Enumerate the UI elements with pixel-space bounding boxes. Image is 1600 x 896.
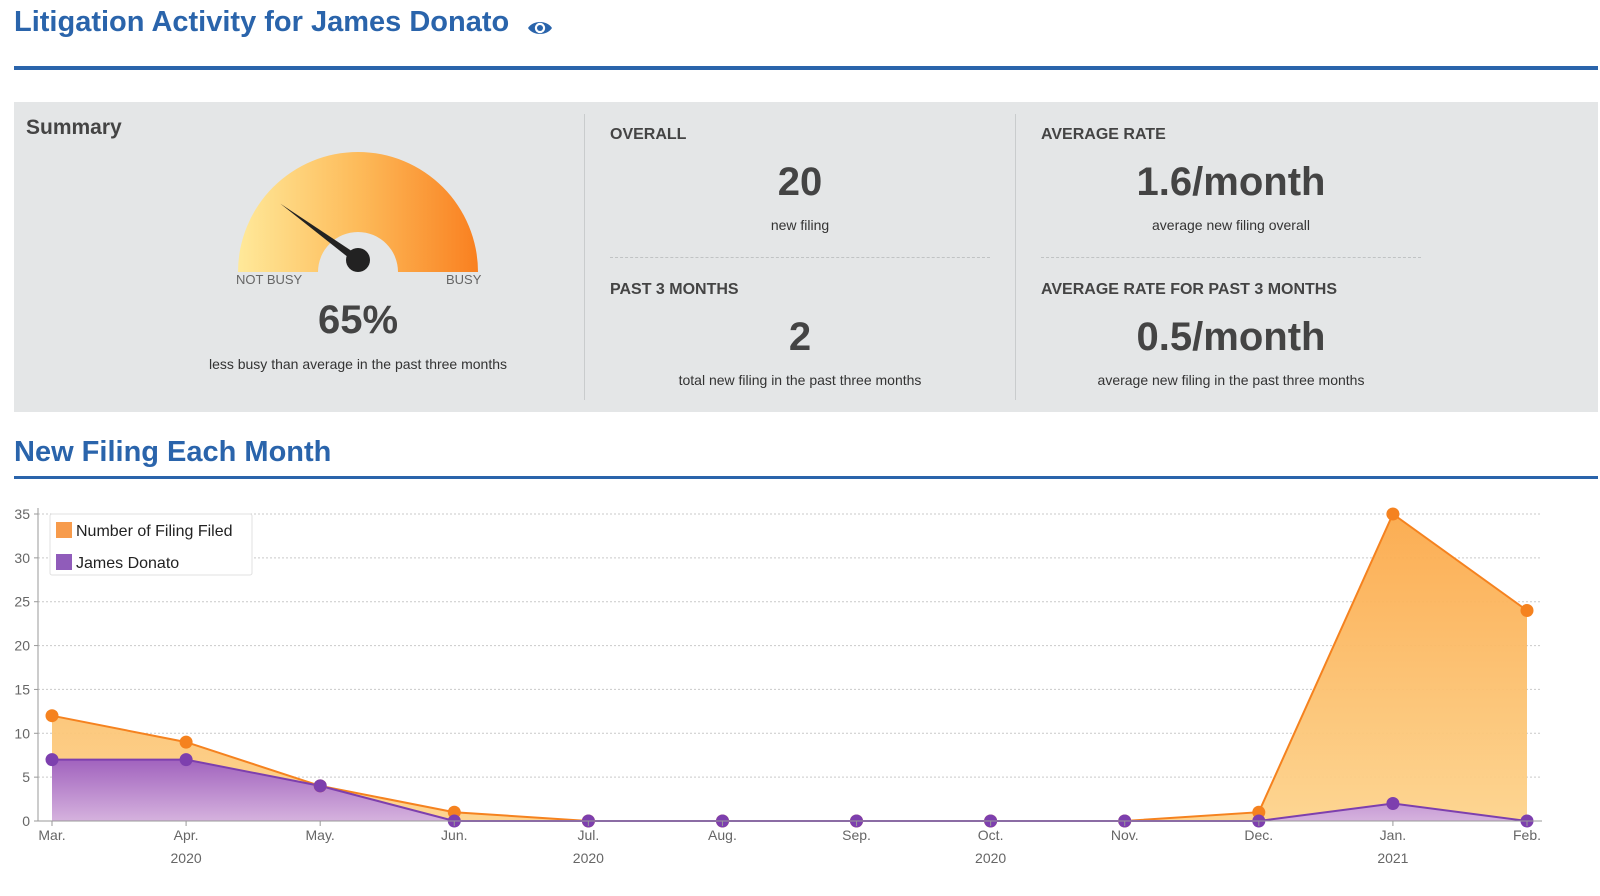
x-year-label: 2020 [573, 850, 604, 866]
gauge-min-label: NOT BUSY [236, 272, 303, 287]
series-area [52, 514, 1527, 821]
average-rate-description: average new filing overall [1152, 217, 1310, 233]
average-rate-label: AVERAGE RATE [1041, 126, 1166, 143]
y-tick-label: 25 [14, 594, 30, 610]
title-divider [14, 66, 1598, 70]
gauge-needle [280, 203, 361, 264]
average-rate-3-description: average new filing in the past three mon… [1097, 372, 1365, 388]
summary-divider [584, 114, 585, 400]
y-tick-label: 10 [14, 725, 30, 741]
page-title: Litigation Activity for James Donato [14, 6, 553, 39]
x-tick-label: Jan. [1380, 827, 1406, 843]
legend-label: James Donato [76, 555, 179, 572]
summary-panel: Summary NOT BUSY BUSY 65% less busy than… [14, 102, 1598, 412]
x-tick-label: Nov. [1111, 827, 1139, 843]
summary-heading: Summary [26, 116, 122, 139]
average-rate-value: 1.6/month [1136, 160, 1326, 204]
x-tick-label: Jun. [441, 827, 467, 843]
busy-gauge [238, 152, 478, 272]
y-tick-label: 35 [14, 506, 30, 522]
x-tick-label: Dec. [1244, 827, 1273, 843]
overall-description: new filing [770, 217, 830, 233]
gauge-pivot [346, 248, 370, 272]
past3-value: 2 [788, 315, 812, 359]
section-divider [14, 476, 1598, 479]
eye-icon[interactable] [527, 13, 553, 34]
data-point [1386, 797, 1400, 810]
legend-label: Number of Filing Filed [76, 523, 233, 540]
average-rate-3-value: 0.5/month [1136, 315, 1326, 359]
x-year-label: 2020 [171, 850, 202, 866]
data-point [45, 709, 59, 723]
data-point [313, 779, 327, 793]
legend-swatch [56, 522, 72, 538]
stat-separator [610, 257, 990, 258]
filing-area-chart: 0 5 10 15 20 25 30 35 Mar. Apr. May. Jun. Jul. Aug. Se… [14, 506, 1542, 866]
y-tick-label: 5 [22, 769, 30, 785]
data-point [45, 753, 59, 767]
x-tick-label: Jul. [577, 827, 599, 843]
x-tick-label: Aug. [708, 827, 737, 843]
legend-swatch [56, 554, 72, 570]
average-rate-3-label: AVERAGE RATE FOR PAST 3 MONTHS [1041, 281, 1338, 298]
overall-value: 20 [777, 160, 823, 204]
gauge-arc [238, 152, 478, 272]
busy-description: less busy than average in the past three… [208, 356, 508, 372]
x-tick-label: Sep. [842, 827, 871, 843]
overall-label: OVERALL [610, 126, 687, 143]
y-tick-label: 0 [22, 813, 30, 829]
x-tick-label: Mar. [38, 827, 65, 843]
data-point [179, 753, 193, 767]
series-area [52, 759, 1527, 821]
x-tick-label: Feb. [1513, 827, 1541, 843]
page-title-text: Litigation Activity for James Donato [14, 6, 510, 38]
x-tick-label: Oct. [978, 827, 1004, 843]
gauge-max-label: BUSY [446, 272, 482, 287]
x-tick-label: Apr. [174, 827, 199, 843]
x-year-label: 2021 [1377, 850, 1408, 866]
x-tick-label: May. [306, 827, 335, 843]
stat-separator [1041, 257, 1421, 258]
x-year-label: 2020 [975, 850, 1006, 866]
summary-divider [1015, 114, 1016, 400]
data-point [1386, 507, 1400, 521]
y-tick-label: 15 [14, 681, 30, 697]
y-tick-label: 30 [14, 550, 30, 566]
data-point [179, 735, 193, 749]
y-tick-label: 20 [14, 638, 30, 654]
past3-label: PAST 3 MONTHS [610, 281, 739, 298]
busy-percent: 65% [317, 298, 399, 342]
legend [49, 513, 253, 576]
past3-description: total new filing in the past three month… [678, 372, 922, 388]
section-title: New Filing Each Month [14, 436, 332, 468]
data-point [1520, 604, 1534, 617]
